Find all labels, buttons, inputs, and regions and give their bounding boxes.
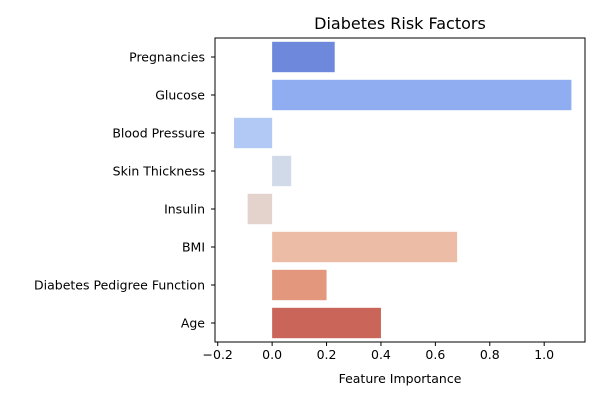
bar: [272, 307, 381, 339]
x-tick-label: 0.8: [480, 347, 500, 362]
bar: [272, 79, 572, 111]
x-axis-label: Feature Importance: [339, 371, 462, 386]
chart-title: Diabetes Risk Factors: [314, 14, 486, 33]
y-tick-label: Insulin: [164, 202, 205, 217]
plot-frame: [214, 37, 586, 343]
bar: [272, 41, 335, 73]
bar: [247, 193, 273, 225]
bar: [272, 155, 292, 187]
bar: [272, 231, 458, 263]
y-tick-label: Age: [181, 316, 205, 331]
y-tick-label: Pregnancies: [129, 50, 205, 65]
bar: [272, 269, 327, 301]
x-tick-label: 0.4: [371, 347, 391, 362]
x-tick-label: 0.0: [262, 347, 282, 362]
x-tick-label: 0.2: [317, 347, 337, 362]
y-tick-label: Blood Pressure: [112, 126, 205, 141]
y-tick-label: Skin Thickness: [113, 164, 205, 179]
x-tick-label: −0.2: [203, 347, 233, 362]
x-tick-label: 1.0: [534, 347, 554, 362]
x-tick-label: 0.6: [425, 347, 445, 362]
y-tick-label: Glucose: [155, 88, 205, 103]
bar: [234, 117, 273, 149]
plot-area: Pregnancies Glucose Blood Pressure Skin Thi…: [34, 41, 572, 362]
y-tick-label: BMI: [182, 240, 205, 255]
y-tick-label: Diabetes Pedigree Function: [34, 278, 205, 293]
